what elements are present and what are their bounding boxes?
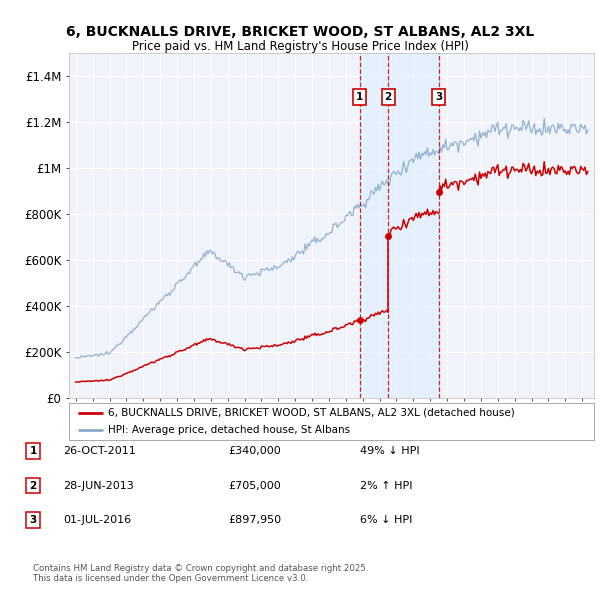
Text: 28-JUN-2013: 28-JUN-2013 — [63, 481, 134, 490]
Text: £897,950: £897,950 — [228, 515, 281, 525]
Text: 2% ↑ HPI: 2% ↑ HPI — [360, 481, 413, 490]
Text: Price paid vs. HM Land Registry's House Price Index (HPI): Price paid vs. HM Land Registry's House … — [131, 40, 469, 53]
Text: 49% ↓ HPI: 49% ↓ HPI — [360, 447, 419, 456]
Text: 26-OCT-2011: 26-OCT-2011 — [63, 447, 136, 456]
Text: 1: 1 — [356, 92, 364, 102]
Bar — [360, 53, 439, 398]
Text: £340,000: £340,000 — [228, 447, 281, 456]
Text: 6% ↓ HPI: 6% ↓ HPI — [360, 515, 412, 525]
Text: 2: 2 — [29, 481, 37, 490]
Text: 3: 3 — [435, 92, 442, 102]
Text: HPI: Average price, detached house, St Albans: HPI: Average price, detached house, St A… — [109, 425, 350, 435]
Text: 6, BUCKNALLS DRIVE, BRICKET WOOD, ST ALBANS, AL2 3XL (detached house): 6, BUCKNALLS DRIVE, BRICKET WOOD, ST ALB… — [109, 408, 515, 418]
Text: 01-JUL-2016: 01-JUL-2016 — [63, 515, 131, 525]
Text: 6, BUCKNALLS DRIVE, BRICKET WOOD, ST ALBANS, AL2 3XL: 6, BUCKNALLS DRIVE, BRICKET WOOD, ST ALB… — [66, 25, 534, 40]
Text: £705,000: £705,000 — [228, 481, 281, 490]
Text: 1: 1 — [29, 447, 37, 456]
Text: Contains HM Land Registry data © Crown copyright and database right 2025.
This d: Contains HM Land Registry data © Crown c… — [33, 563, 368, 583]
Text: 3: 3 — [29, 515, 37, 525]
Text: 2: 2 — [385, 92, 392, 102]
